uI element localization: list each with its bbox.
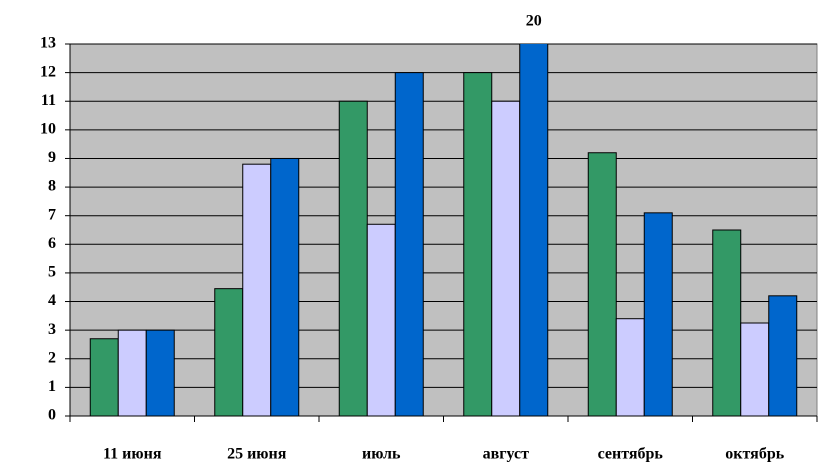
bar <box>615 318 645 416</box>
bar <box>394 72 424 416</box>
bars <box>89 44 798 416</box>
y-tick-label: 1 <box>48 378 56 395</box>
y-tick-label: 0 <box>48 407 56 424</box>
bar <box>214 288 244 416</box>
bar <box>338 100 368 416</box>
bar <box>519 44 549 416</box>
bar <box>242 163 272 416</box>
y-tick-label: 4 <box>48 292 56 309</box>
y-tick-label: 13 <box>40 35 56 52</box>
y-tick-label: 3 <box>48 321 56 338</box>
y-tick-label: 8 <box>48 178 56 195</box>
bar <box>587 152 617 416</box>
y-tick-label: 6 <box>48 235 56 252</box>
bar <box>270 157 300 416</box>
plot-area <box>69 43 818 417</box>
bar <box>145 329 175 416</box>
x-tick-label: 11 июня <box>103 446 162 463</box>
data-label: 20 <box>526 13 542 30</box>
y-tick-label: 12 <box>40 63 56 80</box>
y-tick-label: 5 <box>48 264 56 281</box>
bar <box>89 338 119 416</box>
x-tick-label: июль <box>362 446 401 463</box>
y-tick-label: 7 <box>48 206 56 223</box>
bar <box>491 100 521 416</box>
x-tick-label: август <box>483 446 530 463</box>
bar <box>712 229 742 416</box>
bar <box>740 322 770 416</box>
bar <box>768 295 798 416</box>
bar <box>117 329 147 416</box>
bar <box>643 212 673 416</box>
y-tick-label: 10 <box>40 121 56 138</box>
x-tick-label: 25 июня <box>227 446 287 463</box>
x-tick-label: октябрь <box>725 446 784 463</box>
bar <box>366 223 396 416</box>
y-tick-label: 2 <box>48 349 56 366</box>
y-tick-label: 11 <box>41 92 56 109</box>
y-tick-label: 9 <box>48 149 56 166</box>
x-tick-label: сентябрь <box>598 446 664 463</box>
bar <box>463 72 493 416</box>
